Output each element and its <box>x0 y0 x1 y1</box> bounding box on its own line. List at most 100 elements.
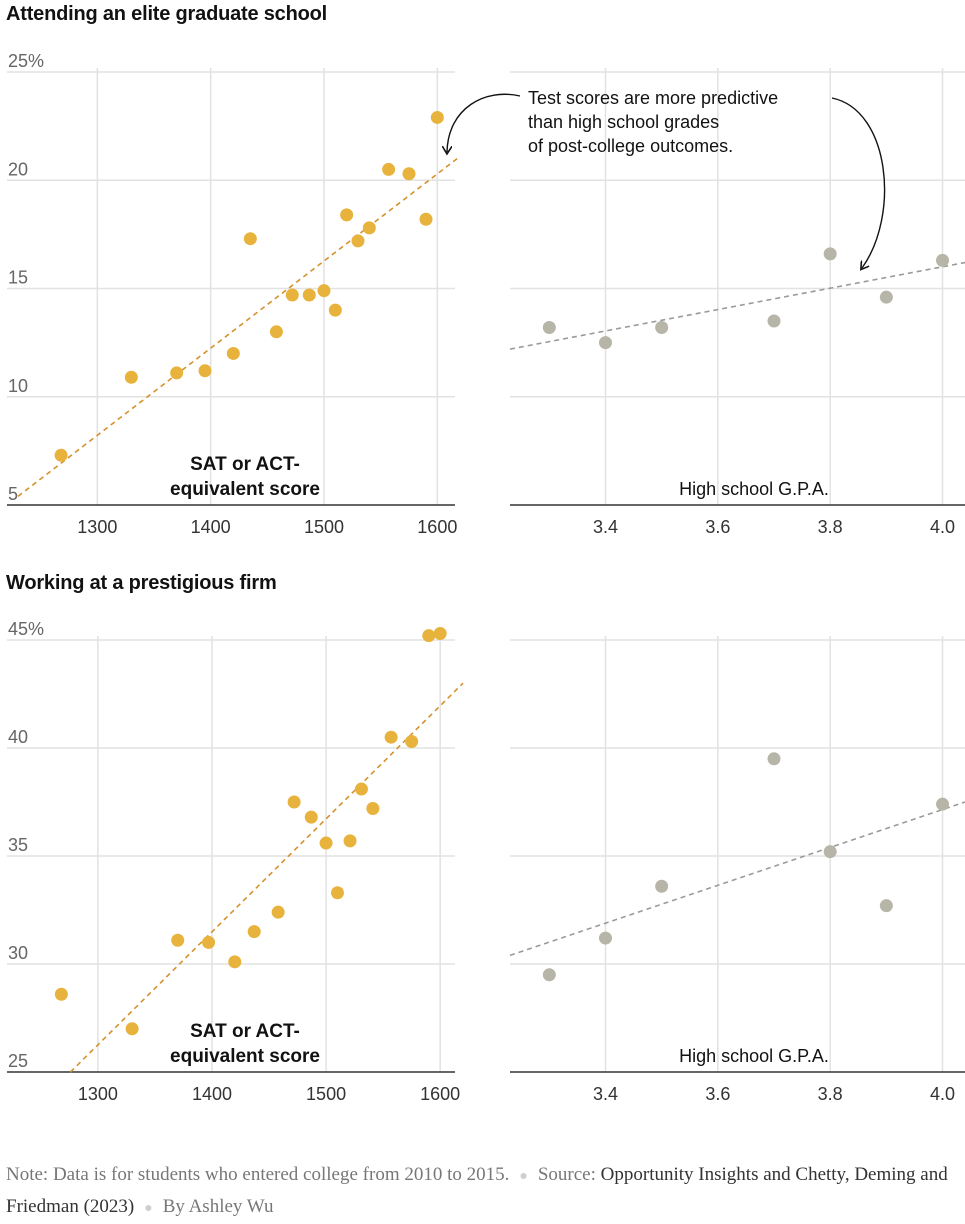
y-tick-label: 25 <box>8 1051 28 1071</box>
y-tick-label: 40 <box>8 727 28 747</box>
y-tick-label: 10 <box>8 376 28 396</box>
x-tick-label: 1300 <box>77 517 117 537</box>
x-tick-label: 1500 <box>304 517 344 537</box>
data-point <box>328 303 342 317</box>
chart-panel-top-left: 5 10 15 20 25% 1300 1400 1500 1600 SAT or ACT-equ… <box>7 51 461 537</box>
footer: Note: Data is for students who entered c… <box>6 1160 956 1224</box>
chart-panel-bottom-left: 25 30 35 40 45% 1300 1400 1500 1600 SAT or ACT-eq… <box>7 619 464 1104</box>
footer-source-label: Source: <box>537 1164 596 1185</box>
y-tick-label: 5 <box>8 484 18 504</box>
x-axis-label: High school G.P.A. <box>679 479 829 499</box>
data-point <box>542 320 556 334</box>
data-point <box>422 629 436 643</box>
data-point <box>170 366 184 380</box>
data-point <box>362 221 376 235</box>
section-title-prestigious-firm: Working at a prestigious firm <box>6 572 277 594</box>
data-point <box>226 346 240 360</box>
data-point <box>317 284 331 298</box>
data-point <box>823 247 837 261</box>
data-point <box>228 955 242 969</box>
data-point <box>598 931 612 945</box>
data-point <box>542 968 556 982</box>
data-point <box>302 288 316 302</box>
data-point <box>319 836 333 850</box>
x-tick-label: 3.8 <box>818 517 843 537</box>
x-tick-label: 3.4 <box>593 517 618 537</box>
data-point <box>243 232 257 246</box>
data-point <box>171 933 185 947</box>
y-tick-label: 30 <box>8 943 28 963</box>
data-point <box>419 212 433 226</box>
data-point <box>433 627 447 641</box>
x-axis-label: High school G.P.A. <box>679 1046 829 1066</box>
data-point <box>384 730 398 744</box>
data-point <box>124 370 138 384</box>
x-axis-label: SAT or ACT- <box>190 1021 300 1042</box>
charts-canvas: 5 10 15 20 25% 1300 1400 1500 1600 SAT or ACT-equ… <box>7 51 965 1104</box>
y-tick-label: 25% <box>8 51 44 71</box>
data-point <box>351 234 365 248</box>
annotation-line-3: of post-college outcomes. <box>528 136 733 156</box>
data-point <box>655 879 669 893</box>
annotation-line-2: than high school grades <box>528 112 719 132</box>
x-tick-label: 1400 <box>191 517 231 537</box>
annotation-arrow-right <box>831 97 886 268</box>
data-point <box>125 1022 139 1036</box>
data-point <box>402 167 416 181</box>
y-tick-label: 15 <box>8 268 28 288</box>
x-tick-label: 3.4 <box>593 1084 618 1104</box>
data-point <box>366 801 380 815</box>
data-point <box>936 797 950 811</box>
x-tick-label: 1600 <box>420 1084 460 1104</box>
data-point <box>343 834 357 848</box>
data-point <box>304 810 318 824</box>
footer-source: Opportunity Insights and Chetty, Deming … <box>6 1164 948 1217</box>
x-tick-label: 1600 <box>417 517 457 537</box>
data-point <box>269 325 283 339</box>
annotation: Test scores are more predictive than hig… <box>447 88 886 268</box>
separator-dot: ● <box>519 1169 528 1184</box>
data-point <box>405 735 419 749</box>
x-tick-label: 4.0 <box>930 517 955 537</box>
data-point <box>767 314 781 328</box>
data-point <box>767 752 781 766</box>
data-point <box>330 886 344 900</box>
trend-line <box>509 261 965 350</box>
section-title-graduate-school: Attending an elite graduate school <box>6 3 328 25</box>
data-point <box>340 208 354 222</box>
x-tick-label: 4.0 <box>930 1084 955 1104</box>
data-point <box>54 448 68 462</box>
data-point <box>655 320 669 334</box>
data-point <box>879 290 893 304</box>
x-tick-label: 1400 <box>192 1084 232 1104</box>
data-point <box>202 935 216 949</box>
footer-note: Note: Data is for students who entered c… <box>6 1164 510 1185</box>
data-point <box>285 288 299 302</box>
data-point <box>598 336 612 350</box>
chart-panel-top-right: 3.4 3.6 3.8 4.0 High school G.P.A. <box>509 68 965 537</box>
separator-dot: ● <box>144 1201 153 1216</box>
x-tick-label: 1500 <box>306 1084 346 1104</box>
x-tick-label: 3.6 <box>705 1084 730 1104</box>
y-tick-label: 45% <box>8 619 44 639</box>
x-tick-label: 3.6 <box>705 517 730 537</box>
data-point <box>287 795 301 809</box>
y-tick-label: 35 <box>8 835 28 855</box>
y-tick-label: 20 <box>8 159 28 179</box>
data-point <box>198 364 212 378</box>
data-point <box>354 782 368 796</box>
data-point <box>271 905 285 919</box>
data-point <box>823 845 837 859</box>
trend-line <box>17 155 461 497</box>
data-point <box>382 162 396 176</box>
data-point <box>247 925 261 939</box>
footer-byline: By Ashley Wu <box>162 1196 274 1217</box>
annotation-line-1: Test scores are more predictive <box>528 88 778 108</box>
data-point <box>54 987 68 1001</box>
chart-panel-bottom-right: 3.4 3.6 3.8 4.0 High school G.P.A. <box>509 636 965 1104</box>
annotation-arrow-left <box>447 93 521 152</box>
x-axis-label: equivalent score <box>170 1046 320 1067</box>
trend-line <box>509 801 965 957</box>
x-tick-label: 1300 <box>78 1084 118 1104</box>
x-tick-label: 3.8 <box>818 1084 843 1104</box>
